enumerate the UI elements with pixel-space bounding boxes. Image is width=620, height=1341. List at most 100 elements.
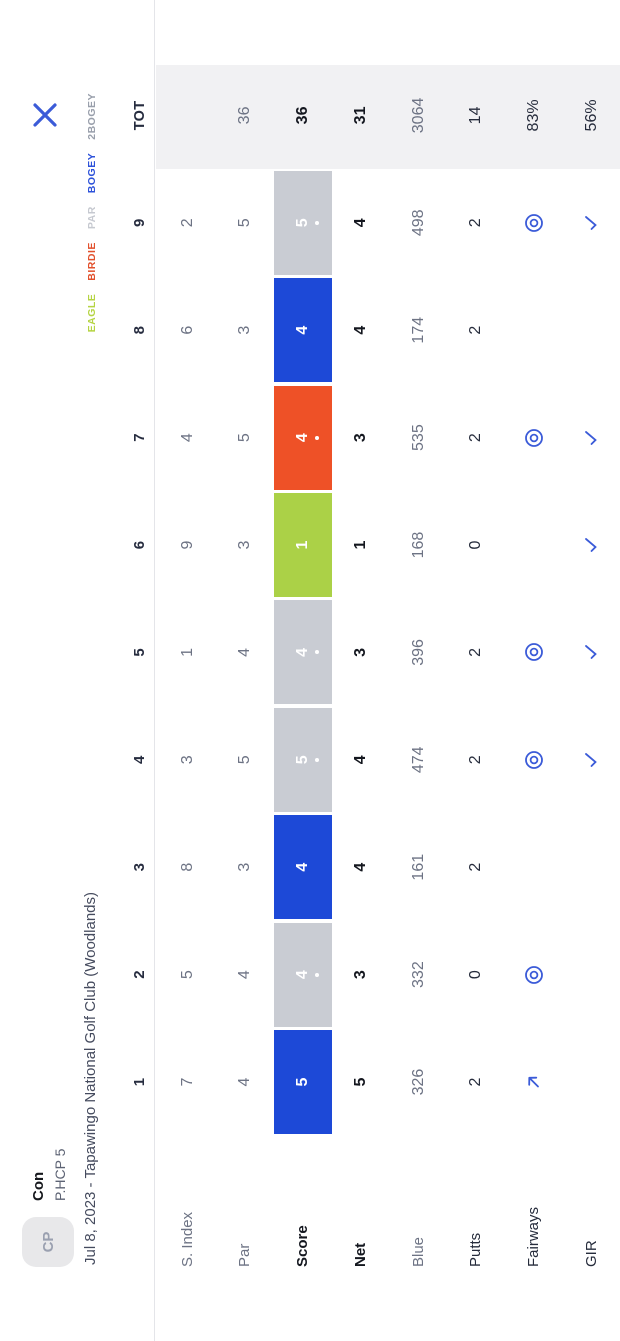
stat-cell: 4 — [236, 647, 254, 657]
stat-cell: 2 — [467, 755, 485, 765]
stat-cell: 332 — [409, 961, 427, 988]
stat-cell: 0 — [467, 970, 485, 980]
row-label: Par — [236, 1243, 254, 1267]
avatar[interactable]: CP — [22, 1217, 74, 1267]
player-name: Con — [30, 1171, 47, 1201]
stat-cell: 2 — [467, 862, 485, 872]
hole-header: 2 — [131, 970, 148, 979]
stat-cell: 1 — [178, 647, 196, 657]
stat-cell: 5 — [236, 755, 254, 765]
hole-header: 9 — [131, 218, 148, 227]
stat-cell: 6 — [178, 325, 196, 335]
check-icon — [563, 491, 620, 598]
stat-cell: 4 — [351, 218, 369, 228]
row-label: Blue — [409, 1236, 427, 1267]
check-icon — [563, 384, 620, 491]
stroke-dot — [315, 650, 320, 655]
hole-header: TOT — [132, 100, 148, 131]
stat-cell: 535 — [409, 424, 427, 451]
row-s-index: S. Index 7 5 8 3 1 9 4 6 2 — [159, 0, 217, 1341]
legend-item: 2BOGEY — [86, 93, 98, 140]
score-cell-bogey[interactable]: 4 — [274, 815, 332, 920]
stat-cell: 5 — [178, 970, 196, 980]
stat-cell: 5 — [236, 433, 254, 443]
score-cell-bogey[interactable]: 4 — [274, 278, 332, 383]
hole-header: 7 — [131, 433, 148, 442]
score-cell-par[interactable]: 4 — [274, 922, 332, 1027]
stat-cell: 5 — [351, 1077, 369, 1087]
row-label: Net — [351, 1242, 369, 1267]
stat-cell: 2 — [467, 218, 485, 228]
stat-cell: 2 — [467, 647, 485, 657]
target-icon — [505, 169, 563, 276]
stat-cell: 168 — [409, 531, 427, 559]
stat-cell: 3 — [236, 325, 254, 335]
stat-cell: 1 — [351, 540, 369, 550]
stat-cell: 4 — [351, 755, 369, 765]
stat-cell: 161 — [409, 853, 427, 881]
check-icon — [563, 599, 620, 706]
row-net: Net 5 3 4 4 3 1 3 4 4 31 — [332, 0, 390, 1341]
check-icon — [563, 706, 620, 813]
row-fairways: Fairways 83% — [505, 0, 563, 1341]
row-score: Score 5 4 4 5 4 1 4 4 5 36 — [274, 0, 332, 1341]
stat-cell: 9 — [178, 540, 196, 550]
stat-total: 56% — [582, 99, 600, 132]
stat-cell: 31 — [351, 106, 369, 125]
stat-cell: 3064 — [409, 97, 427, 134]
score-cell-par[interactable]: 5 — [274, 707, 332, 812]
target-icon — [505, 921, 563, 1028]
score-cell-eagle[interactable]: 1 — [274, 493, 332, 597]
score-cell-bogey[interactable]: 5 — [274, 1030, 332, 1134]
target-icon — [505, 384, 563, 491]
stat-cell: 2 — [178, 218, 196, 228]
hole-header: 3 — [131, 863, 148, 872]
stat-cell: 396 — [409, 639, 427, 666]
close-button[interactable] — [31, 101, 59, 129]
stat-cell: 2 — [467, 1077, 485, 1087]
stat-cell: 3 — [351, 647, 369, 657]
hole-header: 6 — [131, 540, 148, 550]
legend-item: EAGLE — [86, 293, 98, 333]
stat-cell: 14 — [467, 106, 485, 125]
target-icon — [505, 599, 563, 706]
stat-cell: 498 — [409, 209, 427, 237]
legend: EAGLE BIRDIE PAR BOGEY 2BOGEY — [86, 93, 98, 332]
arrow-up-right-icon — [505, 1028, 563, 1135]
hole-header: 8 — [131, 326, 148, 335]
hole-header-row: 1 2 3 4 5 6 7 8 9 TOT — [125, 0, 155, 1341]
row-blue: Blue 326 332 161 474 396 168 535 174 498 3064 — [390, 0, 448, 1341]
player-handicap: P.HCP 5 — [52, 1148, 68, 1201]
row-label: GIR — [582, 1240, 600, 1267]
stat-cell: 3 — [236, 862, 254, 872]
stroke-dot — [315, 972, 320, 977]
score-cell-par[interactable]: 5 — [274, 170, 332, 275]
stat-cell: 8 — [178, 862, 196, 872]
hole-header: 5 — [131, 648, 148, 657]
stat-cell: 2 — [467, 325, 485, 335]
score-cell-par[interactable]: 4 — [274, 600, 332, 705]
row-label: S. Index — [178, 1211, 196, 1267]
stat-cell: 4 — [178, 433, 196, 443]
stat-cell: 3 — [351, 970, 369, 980]
score-total: 36 — [294, 106, 312, 125]
row-gir: GIR 56% — [563, 0, 620, 1341]
stat-cell: 0 — [467, 540, 485, 550]
stroke-dot — [315, 435, 320, 440]
stat-cell: 3 — [178, 755, 196, 765]
row-putts: Putts 2 0 2 2 2 0 2 2 2 14 — [447, 0, 505, 1341]
stat-cell: 7 — [178, 1077, 196, 1087]
legend-item: BIRDIE — [86, 242, 98, 281]
hole-header: 4 — [131, 755, 148, 764]
round-info: Jul 8, 2023 - Tapawingo National Golf Cl… — [82, 892, 99, 1265]
stroke-dot — [315, 220, 320, 225]
stat-cell: 4 — [351, 862, 369, 872]
row-par: Par 4 4 3 5 4 3 5 3 5 36 — [216, 0, 274, 1341]
stat-cell: 4 — [351, 325, 369, 335]
legend-item: BOGEY — [86, 152, 98, 194]
score-cell-birdie[interactable]: 4 — [274, 385, 332, 490]
stat-cell: 3 — [236, 540, 254, 550]
stat-total: 83% — [524, 99, 542, 132]
